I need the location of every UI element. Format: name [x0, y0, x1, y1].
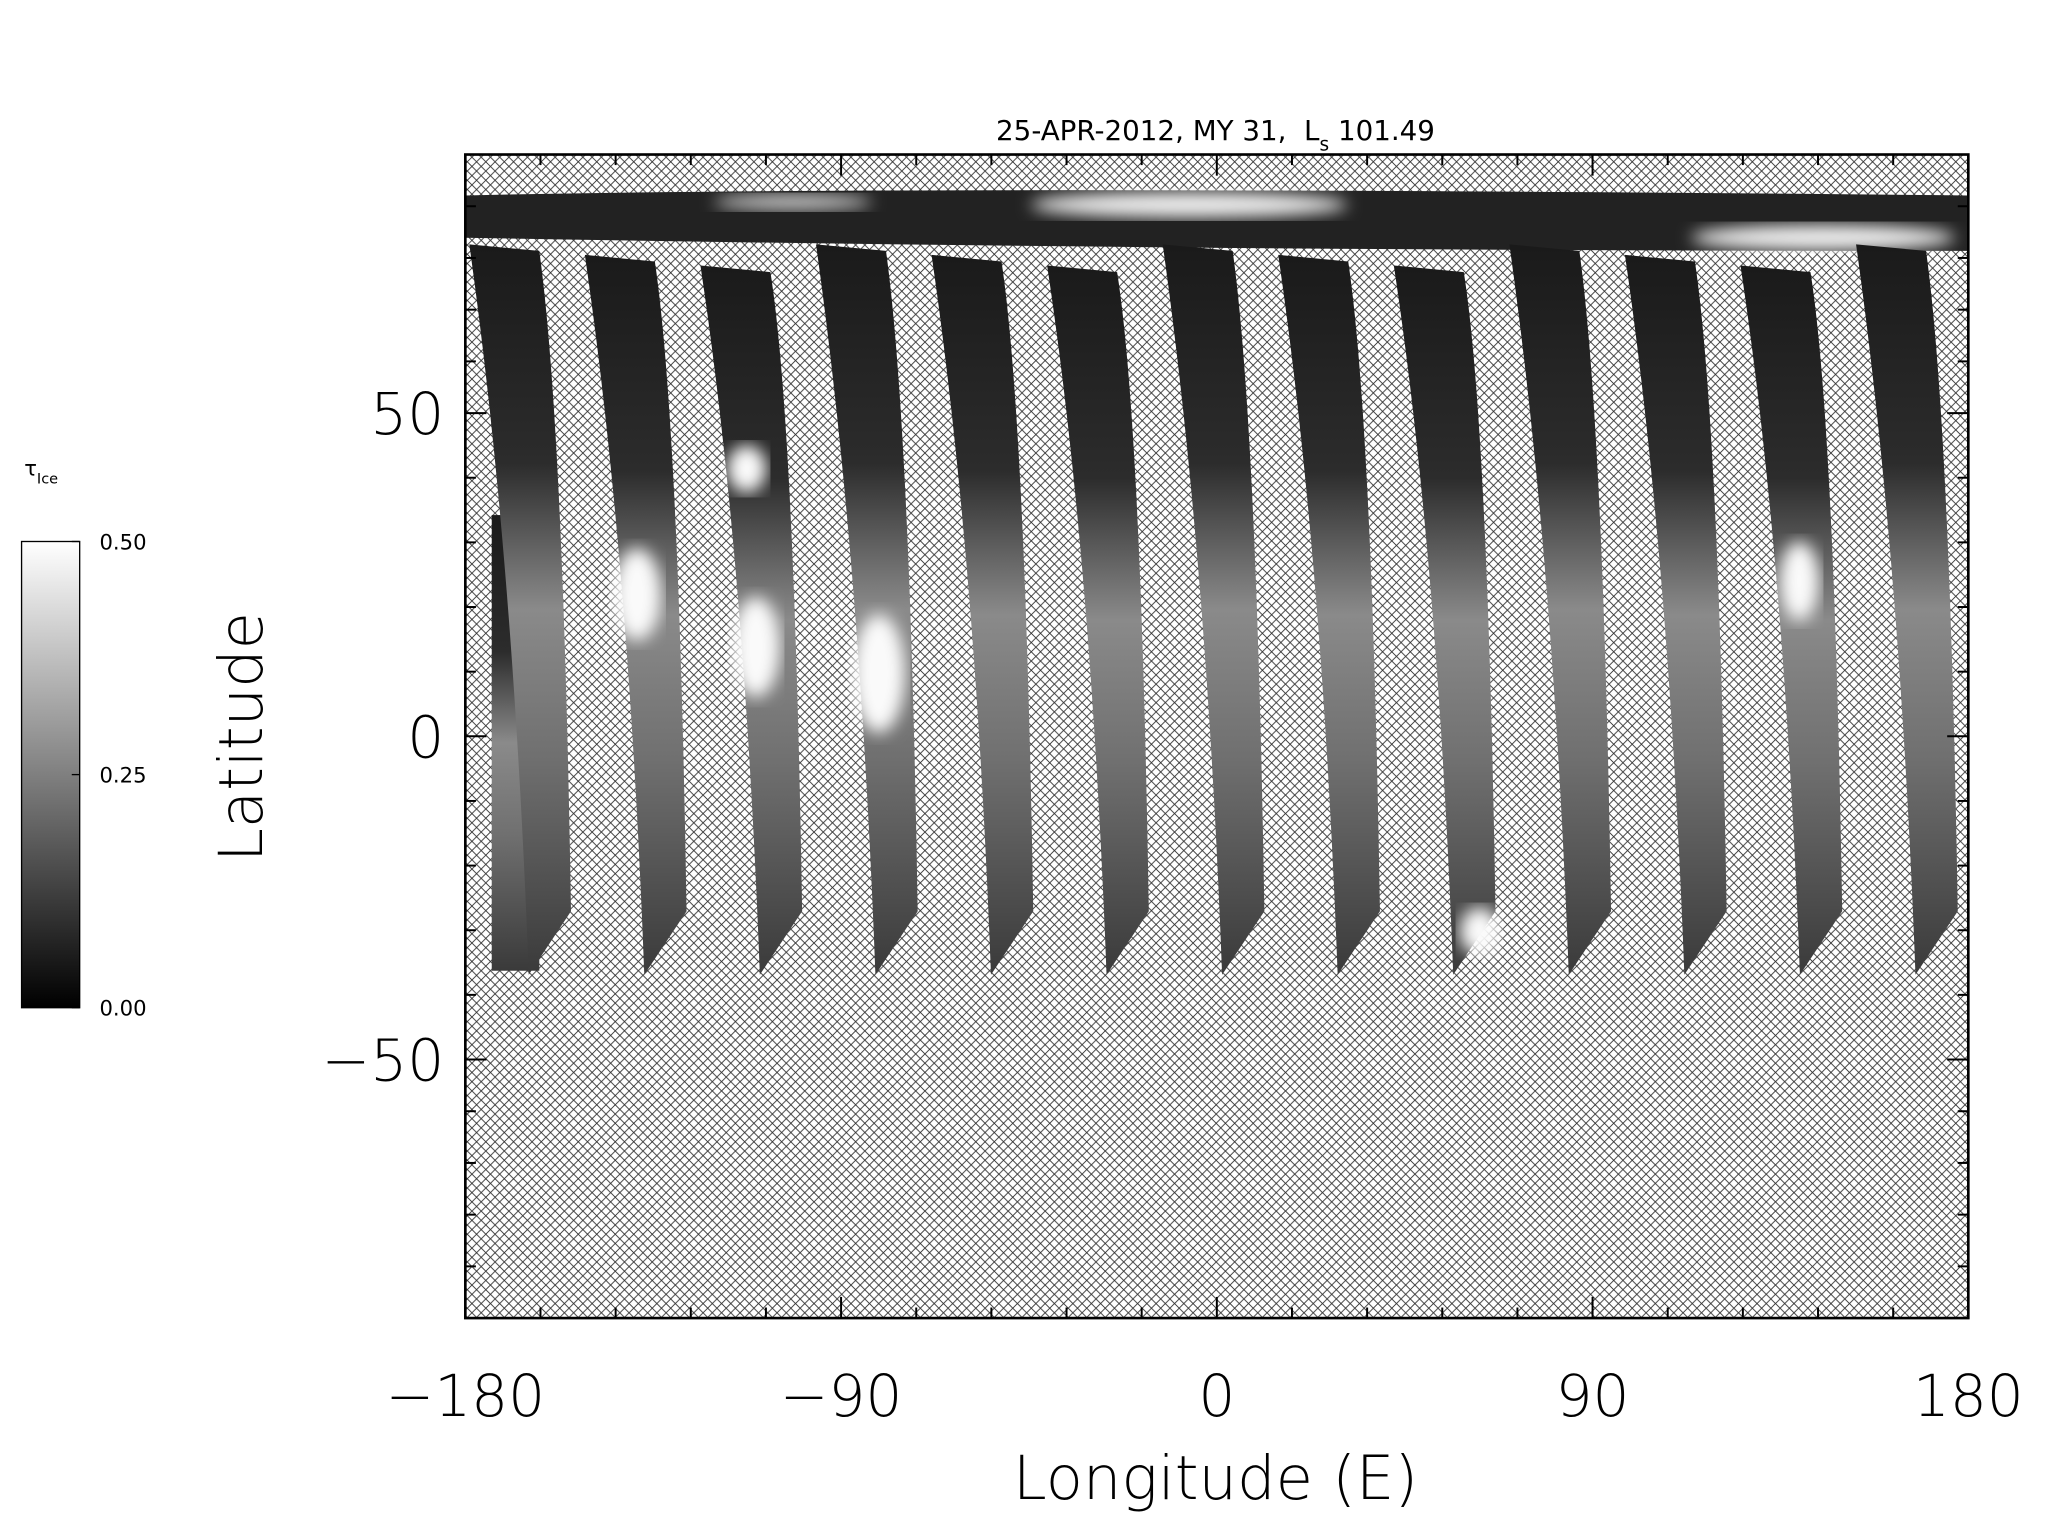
cloud: [726, 445, 767, 493]
chart-title: 25-APR-2012, MY 31, Ls 101.49: [996, 114, 1435, 156]
swath: [1856, 244, 1958, 975]
cloud: [613, 548, 661, 641]
x-tick-label: 180: [1913, 1362, 2024, 1430]
y-tick-label: 0: [407, 703, 444, 771]
swath: [815, 244, 918, 975]
colorbar-tick-label: 0.25: [99, 763, 146, 788]
cloud: [1779, 541, 1820, 621]
swath: [931, 254, 1034, 975]
x-axis-title: Longitude (E): [1013, 1444, 1418, 1514]
swath: [469, 244, 571, 975]
x-tick-label: −90: [780, 1362, 903, 1430]
swath: [1047, 265, 1149, 975]
cloud: [732, 596, 780, 698]
colorbar: [20, 540, 81, 1009]
cloud: [852, 614, 906, 734]
cloud: [1459, 907, 1500, 955]
swath: [1162, 244, 1265, 975]
y-tick-label: 50: [370, 380, 444, 448]
map-image: [465, 154, 1969, 1319]
y-tick-label: −50: [322, 1027, 445, 1095]
swath: [1740, 265, 1843, 975]
x-tick-label: 0: [1198, 1362, 1235, 1430]
colorbar-tick-label: 0.00: [99, 996, 146, 1021]
x-tick-label: −180: [386, 1362, 546, 1430]
colorbar-title: τIce: [24, 455, 58, 487]
swath: [1393, 265, 1496, 975]
colorbar-tick-label: 0.50: [99, 529, 146, 554]
y-axis-title: Latitude: [207, 612, 277, 862]
swath: [1278, 254, 1380, 975]
x-tick-label: 90: [1556, 1362, 1630, 1430]
swath: [1509, 244, 1612, 975]
swath: [1624, 254, 1727, 975]
